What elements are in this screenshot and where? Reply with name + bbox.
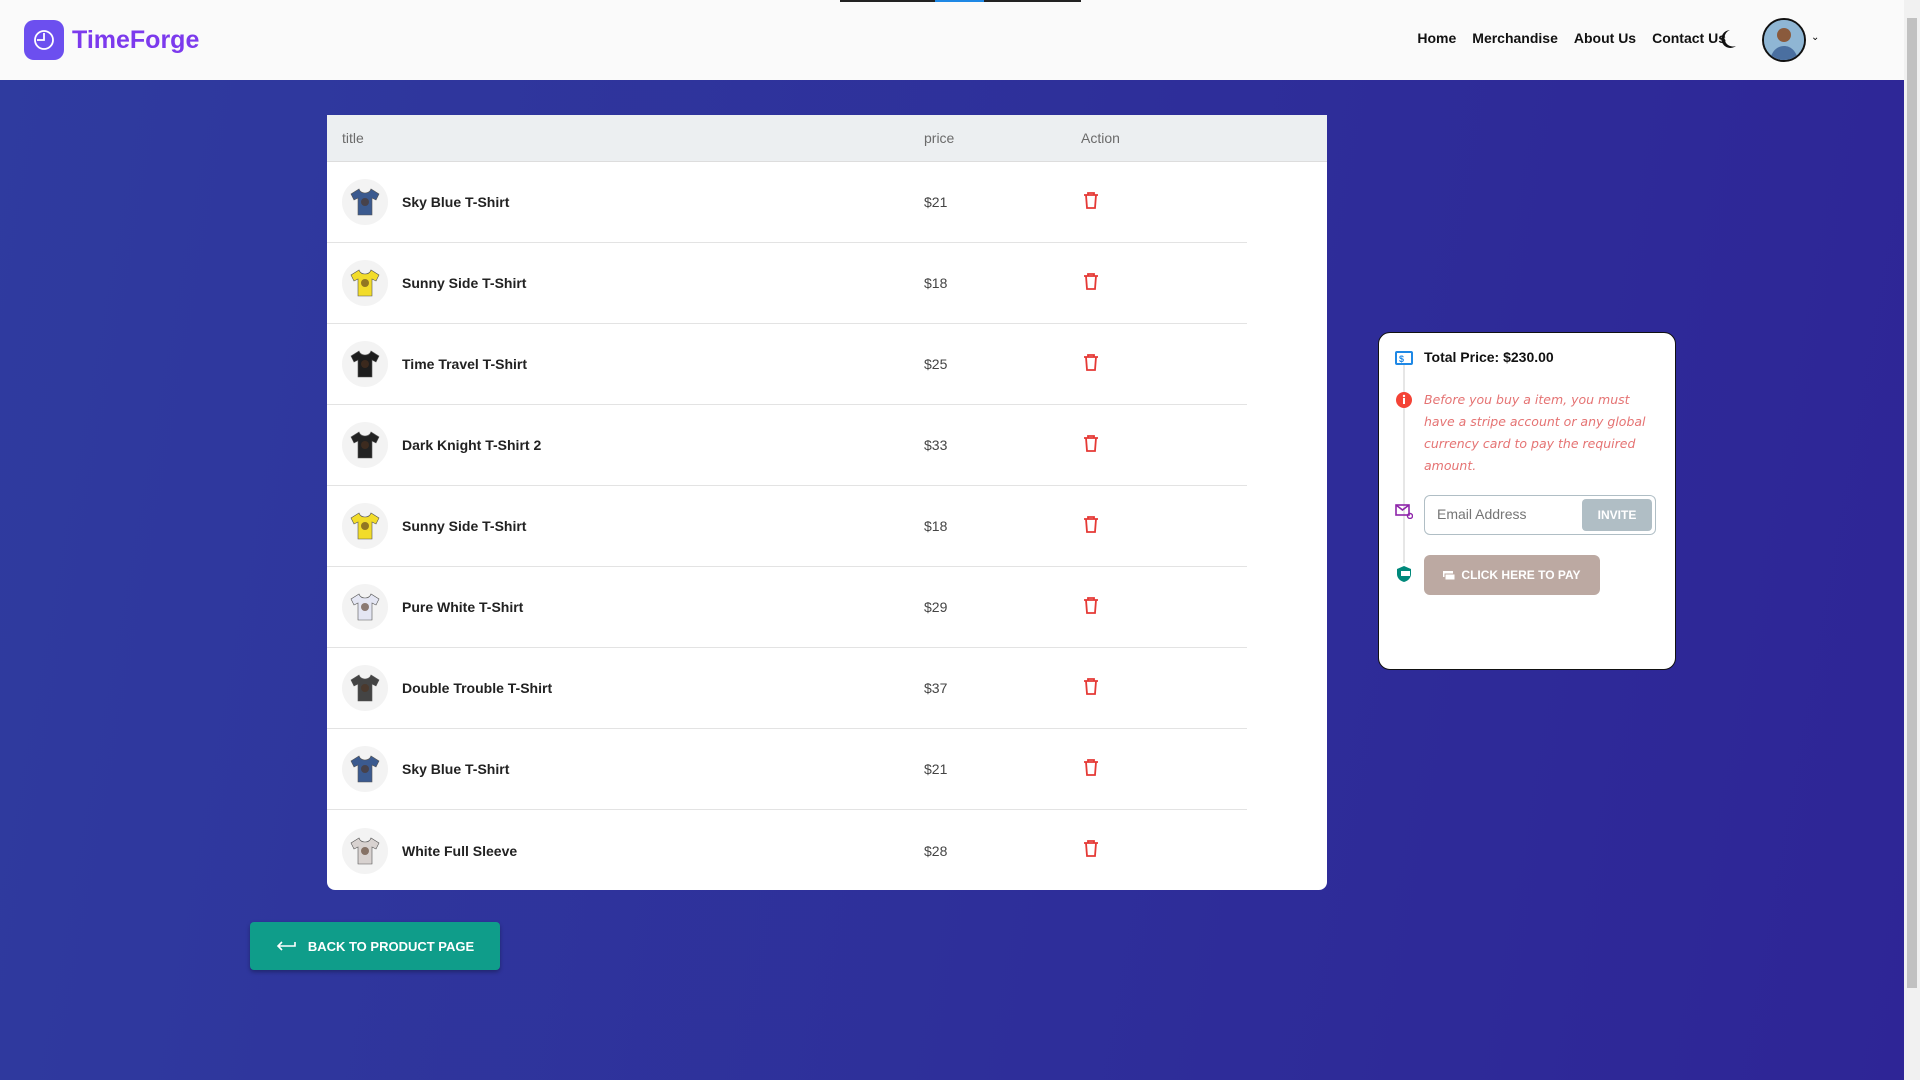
- table-row: Sky Blue T-Shirt $21: [327, 729, 1247, 810]
- product-title: Time Travel T-Shirt: [402, 356, 528, 372]
- column-price: price: [924, 130, 955, 146]
- product-price: $18: [924, 518, 948, 534]
- table-row: White Full Sleeve $28: [327, 810, 1247, 890]
- tshirt-icon: [350, 593, 380, 621]
- product-price: $29: [924, 599, 948, 615]
- table-row: Sunny Side T-Shirt $18: [327, 486, 1247, 567]
- tshirt-icon: [350, 431, 380, 459]
- delete-trash-icon[interactable]: [1083, 191, 1099, 214]
- timeline-line: [1403, 363, 1405, 563]
- product-title: Sky Blue T-Shirt: [402, 761, 510, 777]
- pay-button[interactable]: CLICK HERE TO PAY: [1424, 555, 1600, 595]
- brand-name: TimeForge: [72, 25, 200, 54]
- delete-trash-icon[interactable]: [1083, 758, 1099, 781]
- product-title: White Full Sleeve: [402, 842, 518, 859]
- tshirt-icon: [350, 674, 380, 702]
- nav-about-us[interactable]: About Us: [1573, 30, 1637, 46]
- cash-icon: [1443, 571, 1456, 580]
- nav-merchandise[interactable]: Merchandise: [1472, 30, 1558, 46]
- product-title: Pure White T-Shirt: [402, 599, 524, 615]
- nav-home[interactable]: Home: [1417, 30, 1457, 46]
- header: TimeForge Home Merchandise About Us Cont…: [0, 0, 1904, 80]
- delete-trash-icon[interactable]: [1083, 353, 1099, 376]
- cart-table: title price Action Sky Blue T-Shirt $21 …: [327, 115, 1327, 890]
- product-thumbnail: [342, 584, 388, 630]
- product-price: $37: [924, 680, 948, 696]
- total-price: Total Price: $230.00: [1424, 349, 1554, 365]
- product-thumbnail: [342, 665, 388, 711]
- product-title: Sunny Side T-Shirt: [402, 275, 527, 291]
- checkout-card: $ Total Price: $230.00 Before you buy a …: [1378, 332, 1676, 670]
- product-title: Double Trouble T-Shirt: [402, 680, 553, 696]
- delete-trash-icon[interactable]: [1083, 839, 1099, 862]
- column-title: title: [342, 130, 364, 146]
- info-icon: [1395, 391, 1413, 414]
- product-price: $21: [924, 761, 948, 777]
- product-price: $25: [924, 356, 948, 372]
- dark-mode-toggle-moon-icon[interactable]: [1718, 28, 1738, 55]
- product-thumbnail: [342, 422, 388, 468]
- tshirt-icon: [350, 188, 380, 216]
- product-title: Sunny Side T-Shirt: [402, 518, 527, 534]
- product-price: $18: [924, 275, 948, 291]
- product-thumbnail: [342, 503, 388, 549]
- tshirt-icon: [350, 269, 380, 297]
- product-thumbnail: [342, 260, 388, 306]
- table-header: title price Action: [327, 115, 1327, 162]
- product-price: $28: [924, 842, 948, 859]
- cart-page: title price Action Sky Blue T-Shirt $21 …: [0, 80, 1904, 1080]
- secure-payment-shield-icon: [1395, 565, 1413, 588]
- back-button-label: BACK TO PRODUCT PAGE: [307, 938, 475, 954]
- logo[interactable]: TimeForge: [24, 20, 199, 60]
- pay-button-label: CLICK HERE TO PAY: [1461, 568, 1581, 582]
- tshirt-icon: [350, 512, 380, 540]
- back-to-product-page-button[interactable]: BACK TO PRODUCT PAGE: [250, 922, 500, 970]
- delete-trash-icon[interactable]: [1083, 434, 1099, 457]
- tshirt-icon: [350, 837, 380, 864]
- delete-trash-icon[interactable]: [1083, 596, 1099, 619]
- product-title: Dark Knight T-Shirt 2: [402, 437, 542, 453]
- column-action: Action: [1081, 130, 1120, 146]
- delete-trash-icon[interactable]: [1083, 515, 1099, 538]
- product-thumbnail: [342, 746, 388, 792]
- svg-text:$: $: [1399, 354, 1404, 364]
- product-thumbnail: [342, 341, 388, 387]
- table-row: Sunny Side T-Shirt $18: [327, 243, 1247, 324]
- table-row: Pure White T-Shirt $29: [327, 567, 1247, 648]
- email-input[interactable]: [1437, 506, 1577, 522]
- price-tag-icon: $: [1395, 350, 1413, 371]
- product-thumbnail: [342, 827, 388, 874]
- product-title: Sky Blue T-Shirt: [402, 194, 510, 210]
- table-row: Time Travel T-Shirt $25: [327, 324, 1247, 405]
- page-scrollbar[interactable]: [1904, 0, 1920, 1080]
- table-row: Dark Knight T-Shirt 2 $33: [327, 405, 1247, 486]
- email-attachment-icon: [1395, 503, 1414, 524]
- product-price: $21: [924, 194, 948, 210]
- table-row: Double Trouble T-Shirt $37: [327, 648, 1247, 729]
- tshirt-icon: [350, 350, 380, 378]
- tshirt-icon: [350, 755, 380, 783]
- return-arrow-icon: [276, 941, 296, 951]
- product-thumbnail: [342, 179, 388, 225]
- nav-contact-us[interactable]: Contact Us: [1652, 30, 1726, 46]
- invite-button[interactable]: INVITE: [1582, 499, 1652, 531]
- loading-bar: [840, 0, 1081, 2]
- delete-trash-icon[interactable]: [1083, 272, 1099, 295]
- clock-logo-icon: [24, 20, 64, 60]
- main-nav: Home Merchandise About Us Contact Us: [1417, 30, 1726, 46]
- email-invite-group: INVITE: [1424, 495, 1656, 535]
- payment-warning: Before you buy a item, you must have a s…: [1424, 392, 1646, 473]
- scrollbar-thumb[interactable]: [1907, 18, 1917, 988]
- table-row: Sky Blue T-Shirt $21: [327, 162, 1247, 243]
- product-price: $33: [924, 437, 948, 453]
- chevron-down-icon[interactable]: ⌄: [1811, 32, 1820, 43]
- user-avatar[interactable]: [1762, 18, 1806, 62]
- delete-trash-icon[interactable]: [1083, 677, 1099, 700]
